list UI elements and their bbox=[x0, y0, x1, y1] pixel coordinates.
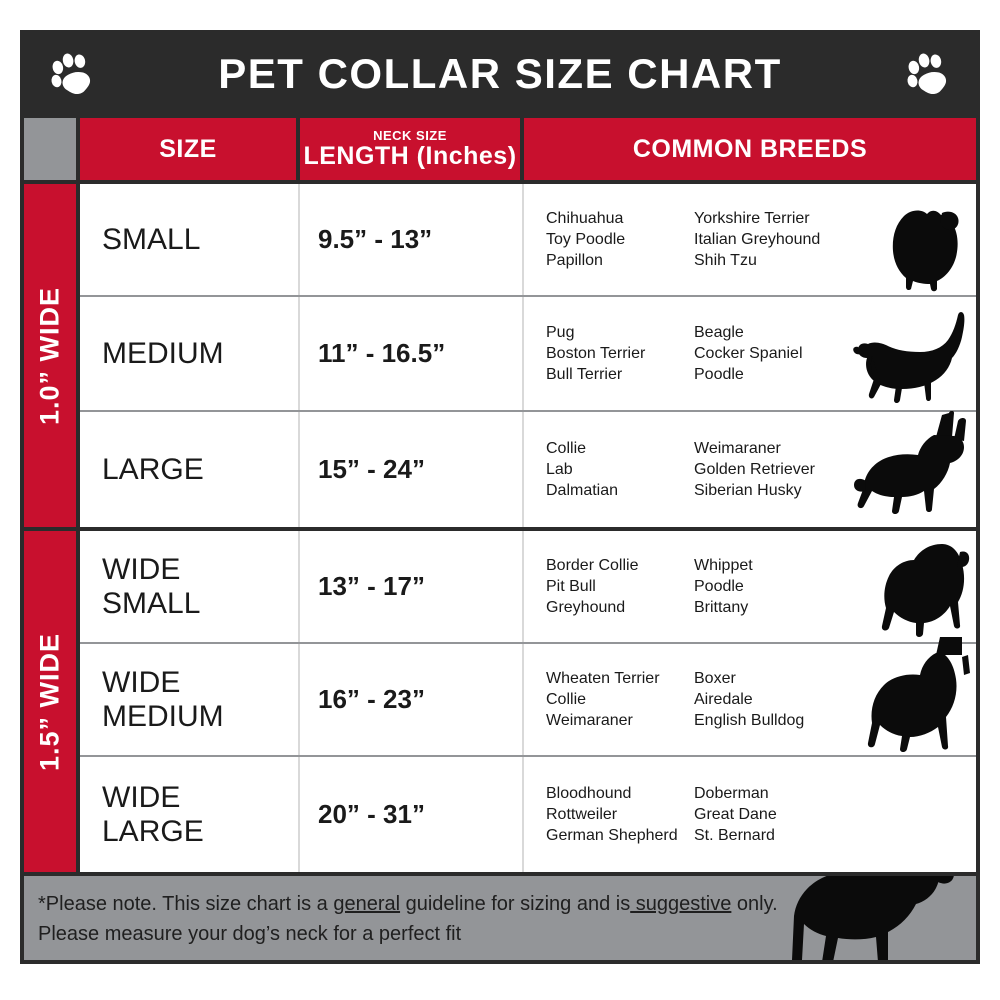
cell-length: 15” - 24” bbox=[300, 412, 524, 527]
cell-length: 9.5” - 13” bbox=[300, 184, 524, 295]
footer-note-underline-1: general bbox=[333, 893, 401, 915]
table-header-row: SIZE NECK SIZE LENGTH (Inches) COMMON BR… bbox=[24, 118, 976, 180]
cell-breeds: Border Collie Pit Bull Greyhound Whippet Po… bbox=[524, 531, 976, 642]
cell-size: LARGE bbox=[80, 412, 300, 527]
cell-size: WIDE SMALL bbox=[80, 531, 300, 642]
cell-breeds: Collie Lab Dalmatian Weimaraner Golden Retr… bbox=[524, 411, 976, 527]
cell-size: SMALL bbox=[80, 184, 300, 295]
footer-note-line-1: *Please note. This size chart is a gener… bbox=[38, 889, 960, 919]
footer-note-underline-2: suggestive bbox=[630, 893, 732, 915]
paw-print-icon bbox=[907, 53, 947, 94]
bulldog-silhouette-icon bbox=[870, 538, 970, 642]
column-header-size: SIZE bbox=[80, 118, 300, 180]
breed-list-column-2: Weimaraner Golden Retriever Siberian Husky bbox=[694, 439, 815, 500]
cell-breeds: Bloodhound Rottweiler German Shepherd Dobe… bbox=[524, 757, 976, 872]
column-header-breeds: COMMON BREEDS bbox=[524, 118, 976, 180]
header-stub-cell bbox=[24, 118, 80, 180]
section-side-label: 1.5” WIDE bbox=[24, 531, 80, 872]
breed-list-column-1: Bloodhound Rottweiler German Shepherd bbox=[546, 784, 678, 845]
footer-note: *Please note. This size chart is a gener… bbox=[20, 876, 980, 964]
footer-note-text-2: guideline for sizing and is bbox=[400, 893, 631, 915]
column-header-breeds-label: COMMON BREEDS bbox=[632, 134, 868, 163]
chart-header-banner: PET COLLAR SIZE CHART bbox=[20, 30, 980, 118]
column-header-length-sublabel: NECK SIZE bbox=[373, 128, 447, 144]
column-header-size-label: SIZE bbox=[159, 134, 217, 163]
section-side-label: 1.0” WIDE bbox=[24, 184, 80, 527]
breed-list-column-2: Yorkshire Terrier Italian Greyhound Shih T… bbox=[694, 209, 821, 270]
boxer-silhouette-icon bbox=[866, 637, 970, 755]
table-row: LARGE 15” - 24” Collie Lab Dalmatian Weima… bbox=[80, 411, 976, 527]
cell-length: 20” - 31” bbox=[300, 757, 524, 872]
breed-list-column-1: Border Collie Pit Bull Greyhound bbox=[546, 556, 639, 617]
cell-breeds: Pug Boston Terrier Bull Terrier Beagle Cock… bbox=[524, 297, 976, 410]
breed-list-column-2: Doberman Great Dane St. Bernard bbox=[694, 784, 777, 845]
size-chart-table: SIZE NECK SIZE LENGTH (Inches) COMMON BR… bbox=[20, 118, 980, 876]
breed-list-column-1: Chihuahua Toy Poodle Papillon bbox=[546, 209, 626, 270]
cell-size: WIDE MEDIUM bbox=[80, 644, 300, 755]
pet-collar-size-chart: PET COLLAR SIZE CHART SIZE NECK SIZE LEN… bbox=[20, 30, 980, 975]
breed-list-column-2: Whippet Poodle Brittany bbox=[694, 556, 753, 617]
table-row: WIDE SMALL 13” - 17” Border Collie Pit Bul… bbox=[80, 531, 976, 644]
table-row: WIDE LARGE 20” - 31” Bloodhound Rottweiler… bbox=[80, 757, 976, 872]
breed-list-column-2: Beagle Cocker Spaniel Poodle bbox=[694, 323, 803, 384]
section-rows: SMALL 9.5” - 13” Chihuahua Toy Poodle Papi… bbox=[80, 184, 976, 527]
cell-breeds: Chihuahua Toy Poodle Papillon Yorkshire Te… bbox=[524, 184, 976, 295]
column-header-length-label: LENGTH (Inches) bbox=[303, 141, 517, 170]
footer-note-text-3: only. bbox=[731, 893, 778, 915]
cell-length: 11” - 16.5” bbox=[300, 297, 524, 410]
dachshund-silhouette-icon bbox=[852, 310, 970, 410]
section-side-label-text: 1.0” WIDE bbox=[34, 286, 65, 425]
doberman-silhouette-icon bbox=[792, 876, 954, 960]
section-rows: WIDE SMALL 13” - 17” Border Collie Pit Bul… bbox=[80, 531, 976, 872]
pomeranian-silhouette-icon bbox=[878, 199, 970, 295]
section-side-label-text: 1.5” WIDE bbox=[34, 632, 65, 771]
breed-list-column-1: Wheaten Terrier Collie Weimaraner bbox=[546, 669, 660, 730]
breed-list-column-1: Collie Lab Dalmatian bbox=[546, 439, 619, 500]
cell-length: 16” - 23” bbox=[300, 644, 524, 755]
section-1-5-wide: 1.5” WIDE WIDE SMALL 13” - 17” Border Col… bbox=[24, 527, 976, 872]
cell-length: 13” - 17” bbox=[300, 531, 524, 642]
husky-silhouette-icon bbox=[854, 411, 970, 527]
cell-size: MEDIUM bbox=[80, 297, 300, 410]
breed-list-column-1: Pug Boston Terrier Bull Terrier bbox=[546, 323, 646, 384]
footer-note-text-1: *Please note. This size chart is a bbox=[38, 893, 334, 915]
column-header-length: NECK SIZE LENGTH (Inches) bbox=[300, 118, 524, 180]
paw-print-icon bbox=[51, 53, 91, 94]
cell-breeds: Wheaten Terrier Collie Weimaraner Boxer Air… bbox=[524, 637, 976, 755]
table-row: WIDE MEDIUM 16” - 23” Wheaten Terrier Coll… bbox=[80, 637, 976, 757]
cell-size: WIDE LARGE bbox=[80, 757, 300, 872]
table-row: MEDIUM 11” - 16.5” Pug Boston Terrier Bull… bbox=[80, 297, 976, 412]
table-row: SMALL 9.5” - 13” Chihuahua Toy Poodle Papi… bbox=[80, 184, 976, 297]
page-title: PET COLLAR SIZE CHART bbox=[218, 50, 782, 97]
section-1-0-wide: 1.0” WIDE SMALL 9.5” - 13” Chihuahua Toy … bbox=[24, 180, 976, 527]
breed-list-column-2: Boxer Airedale English Bulldog bbox=[694, 669, 805, 730]
footer-note-line-2: Please measure your dog’s neck for a per… bbox=[38, 923, 462, 946]
